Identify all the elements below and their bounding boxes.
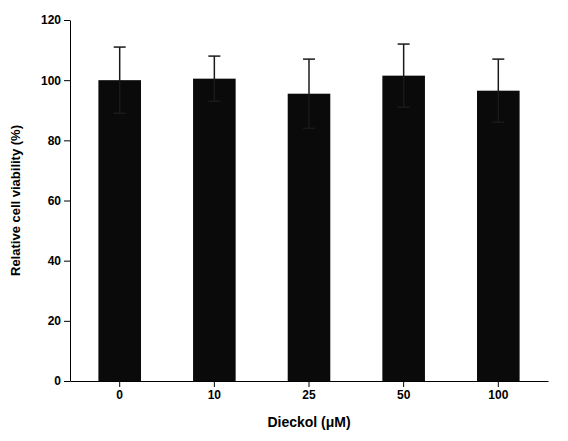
y-tick-mark bbox=[64, 20, 70, 21]
x-axis-title: Dieckol (μM) bbox=[267, 414, 350, 430]
error-stem bbox=[498, 59, 500, 122]
error-bar bbox=[398, 44, 410, 107]
error-cap-bottom bbox=[398, 106, 410, 108]
error-cap-bottom bbox=[208, 100, 220, 102]
y-tick-label: 100 bbox=[41, 74, 61, 88]
x-tick-label: 100 bbox=[488, 388, 508, 402]
y-tick: 60 bbox=[48, 194, 70, 208]
y-tick-label: 20 bbox=[48, 314, 62, 328]
x-axis: 0 10 25 50 100 bbox=[71, 381, 549, 402]
y-tick: 40 bbox=[48, 254, 70, 268]
error-stem bbox=[403, 44, 405, 107]
x-tick: 50 bbox=[397, 381, 411, 402]
x-tick-mark bbox=[498, 381, 499, 387]
y-tick-mark bbox=[64, 201, 70, 202]
y-axis-line bbox=[70, 21, 71, 382]
y-tick: 100 bbox=[41, 74, 70, 88]
x-tick: 0 bbox=[116, 381, 123, 402]
y-tick: 20 bbox=[48, 314, 70, 328]
x-tick-mark bbox=[214, 381, 215, 387]
error-stem bbox=[214, 56, 216, 101]
y-tick-label: 40 bbox=[48, 254, 62, 268]
x-tick-mark bbox=[119, 381, 120, 387]
error-stem bbox=[119, 47, 121, 113]
y-tick: 80 bbox=[48, 134, 70, 148]
error-cap-top bbox=[303, 58, 315, 60]
x-tick-mark bbox=[403, 381, 404, 387]
y-tick: 0 bbox=[54, 374, 70, 388]
error-bar bbox=[114, 47, 126, 113]
y-tick-label: 120 bbox=[41, 13, 61, 27]
x-tick-label: 10 bbox=[208, 388, 222, 402]
error-bar bbox=[208, 56, 220, 101]
x-tick: 10 bbox=[208, 381, 222, 402]
y-axis-title: Relative cell viability (%) bbox=[8, 125, 23, 276]
y-tick-mark bbox=[64, 381, 70, 382]
y-tick-mark bbox=[64, 80, 70, 81]
error-cap-top bbox=[114, 46, 126, 48]
x-tick-label: 50 bbox=[397, 388, 411, 402]
bar bbox=[382, 76, 425, 381]
y-tick-mark bbox=[64, 261, 70, 262]
x-tick-mark bbox=[309, 381, 310, 387]
chart: 0 20 40 60 80 100 120 0 10 25 50 100 Dieckol (μM) Rel… bbox=[0, 0, 568, 441]
y-tick-label: 80 bbox=[48, 134, 62, 148]
error-stem bbox=[308, 59, 310, 128]
marks bbox=[98, 44, 519, 381]
error-cap-bottom bbox=[492, 122, 504, 124]
error-cap-top bbox=[208, 55, 220, 57]
error-bar bbox=[492, 59, 504, 122]
y-tick: 120 bbox=[41, 13, 70, 27]
y-tick-mark bbox=[64, 321, 70, 322]
x-tick-label: 25 bbox=[302, 388, 316, 402]
y-axis: 0 20 40 60 80 100 120 bbox=[41, 13, 71, 388]
error-cap-bottom bbox=[114, 113, 126, 115]
y-tick-label: 60 bbox=[48, 194, 62, 208]
bar bbox=[98, 80, 141, 381]
x-tick: 25 bbox=[302, 381, 316, 402]
y-tick-mark bbox=[64, 140, 70, 141]
bar bbox=[288, 94, 331, 381]
x-tick: 100 bbox=[488, 381, 508, 402]
error-bar bbox=[303, 59, 315, 128]
x-tick-label: 0 bbox=[116, 388, 123, 402]
error-cap-bottom bbox=[303, 128, 315, 130]
error-cap-top bbox=[492, 58, 504, 60]
plot: 0 20 40 60 80 100 120 0 10 25 50 100 bbox=[41, 13, 549, 401]
error-cap-top bbox=[398, 43, 410, 45]
bar bbox=[477, 91, 520, 381]
bar bbox=[193, 79, 236, 381]
y-tick-label: 0 bbox=[54, 374, 61, 388]
